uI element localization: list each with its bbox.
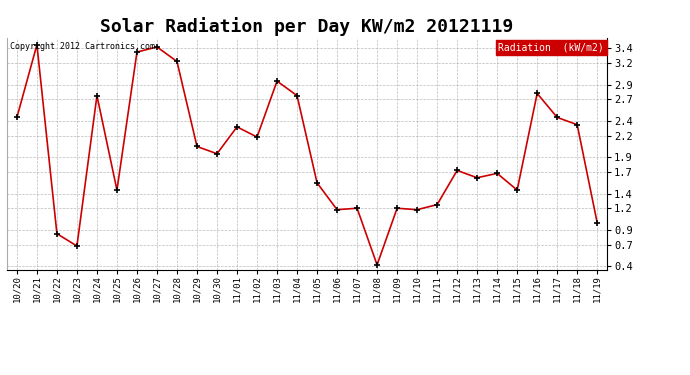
Text: Radiation  (kW/m2): Radiation (kW/m2) — [498, 42, 604, 52]
Title: Solar Radiation per Day KW/m2 20121119: Solar Radiation per Day KW/m2 20121119 — [101, 17, 513, 36]
Text: Copyright 2012 Cartronics.com: Copyright 2012 Cartronics.com — [10, 42, 155, 51]
